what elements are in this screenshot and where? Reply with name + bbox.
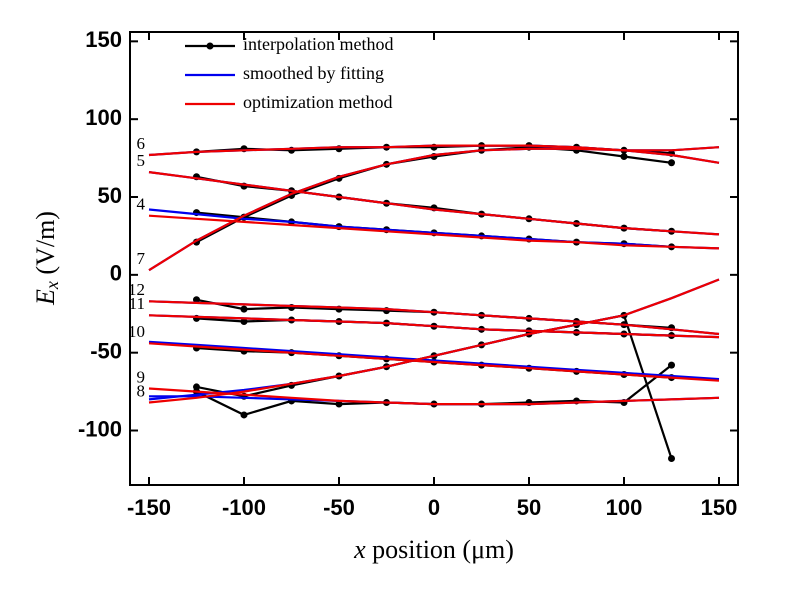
curve xyxy=(148,171,720,236)
x-axis-label: x position (μm) xyxy=(353,535,514,564)
curve-label: 6 xyxy=(137,134,146,153)
curve-label: 12 xyxy=(128,280,145,299)
y-tick-label: 150 xyxy=(85,27,122,52)
x-tick-label: 150 xyxy=(701,495,738,520)
y-tick-label: 0 xyxy=(110,261,122,286)
x-tick-label: 100 xyxy=(606,495,643,520)
point xyxy=(193,296,200,304)
point xyxy=(240,318,248,326)
point xyxy=(193,383,200,391)
legend-label: interpolation method xyxy=(243,34,393,54)
curve xyxy=(148,387,720,406)
x-label-var: x xyxy=(353,535,366,564)
x-tick-label: -150 xyxy=(127,495,171,520)
curve xyxy=(148,214,720,250)
x-tick-label: 0 xyxy=(428,495,440,520)
y-tick-label: 50 xyxy=(98,183,122,208)
point xyxy=(620,153,628,161)
curve-label: 5 xyxy=(137,151,146,170)
y-tick-label: -100 xyxy=(78,416,122,441)
curve xyxy=(148,146,720,272)
point xyxy=(668,159,675,167)
legend-label: optimization method xyxy=(243,92,392,112)
y-axis-label: Ex (V/m) xyxy=(31,211,62,306)
x-tick-label: -50 xyxy=(323,495,355,520)
plot-frame xyxy=(129,31,739,486)
curve xyxy=(195,146,672,244)
curve-label: 10 xyxy=(128,322,145,341)
point xyxy=(335,400,343,408)
y-label-rest: (V/m) xyxy=(31,211,60,281)
point xyxy=(240,305,248,313)
curve xyxy=(148,278,720,404)
x-label-rest: position (μm) xyxy=(366,535,514,564)
y-tick-label: 100 xyxy=(85,105,122,130)
curve xyxy=(148,342,720,382)
curve xyxy=(148,314,720,339)
point xyxy=(668,361,675,369)
x-tick-label: 50 xyxy=(517,495,541,520)
curve-label: 7 xyxy=(137,249,146,268)
legend-marker xyxy=(206,42,214,50)
curve xyxy=(148,208,720,250)
point xyxy=(240,411,248,419)
curve xyxy=(148,300,720,336)
legend-label: smoothed by fitting xyxy=(243,63,384,83)
curve xyxy=(148,340,720,381)
curve-label: 4 xyxy=(137,195,146,214)
curve-label: 11 xyxy=(129,294,145,313)
curve-label: 9 xyxy=(137,367,146,386)
y-tick-label: -50 xyxy=(90,338,122,363)
curve xyxy=(148,278,720,401)
y-label-var: E xyxy=(31,289,60,306)
y-label-sub: x xyxy=(42,281,62,290)
x-tick-label: -100 xyxy=(222,495,266,520)
curve-label: 8 xyxy=(137,381,146,400)
point xyxy=(668,455,675,463)
curve xyxy=(148,171,720,236)
